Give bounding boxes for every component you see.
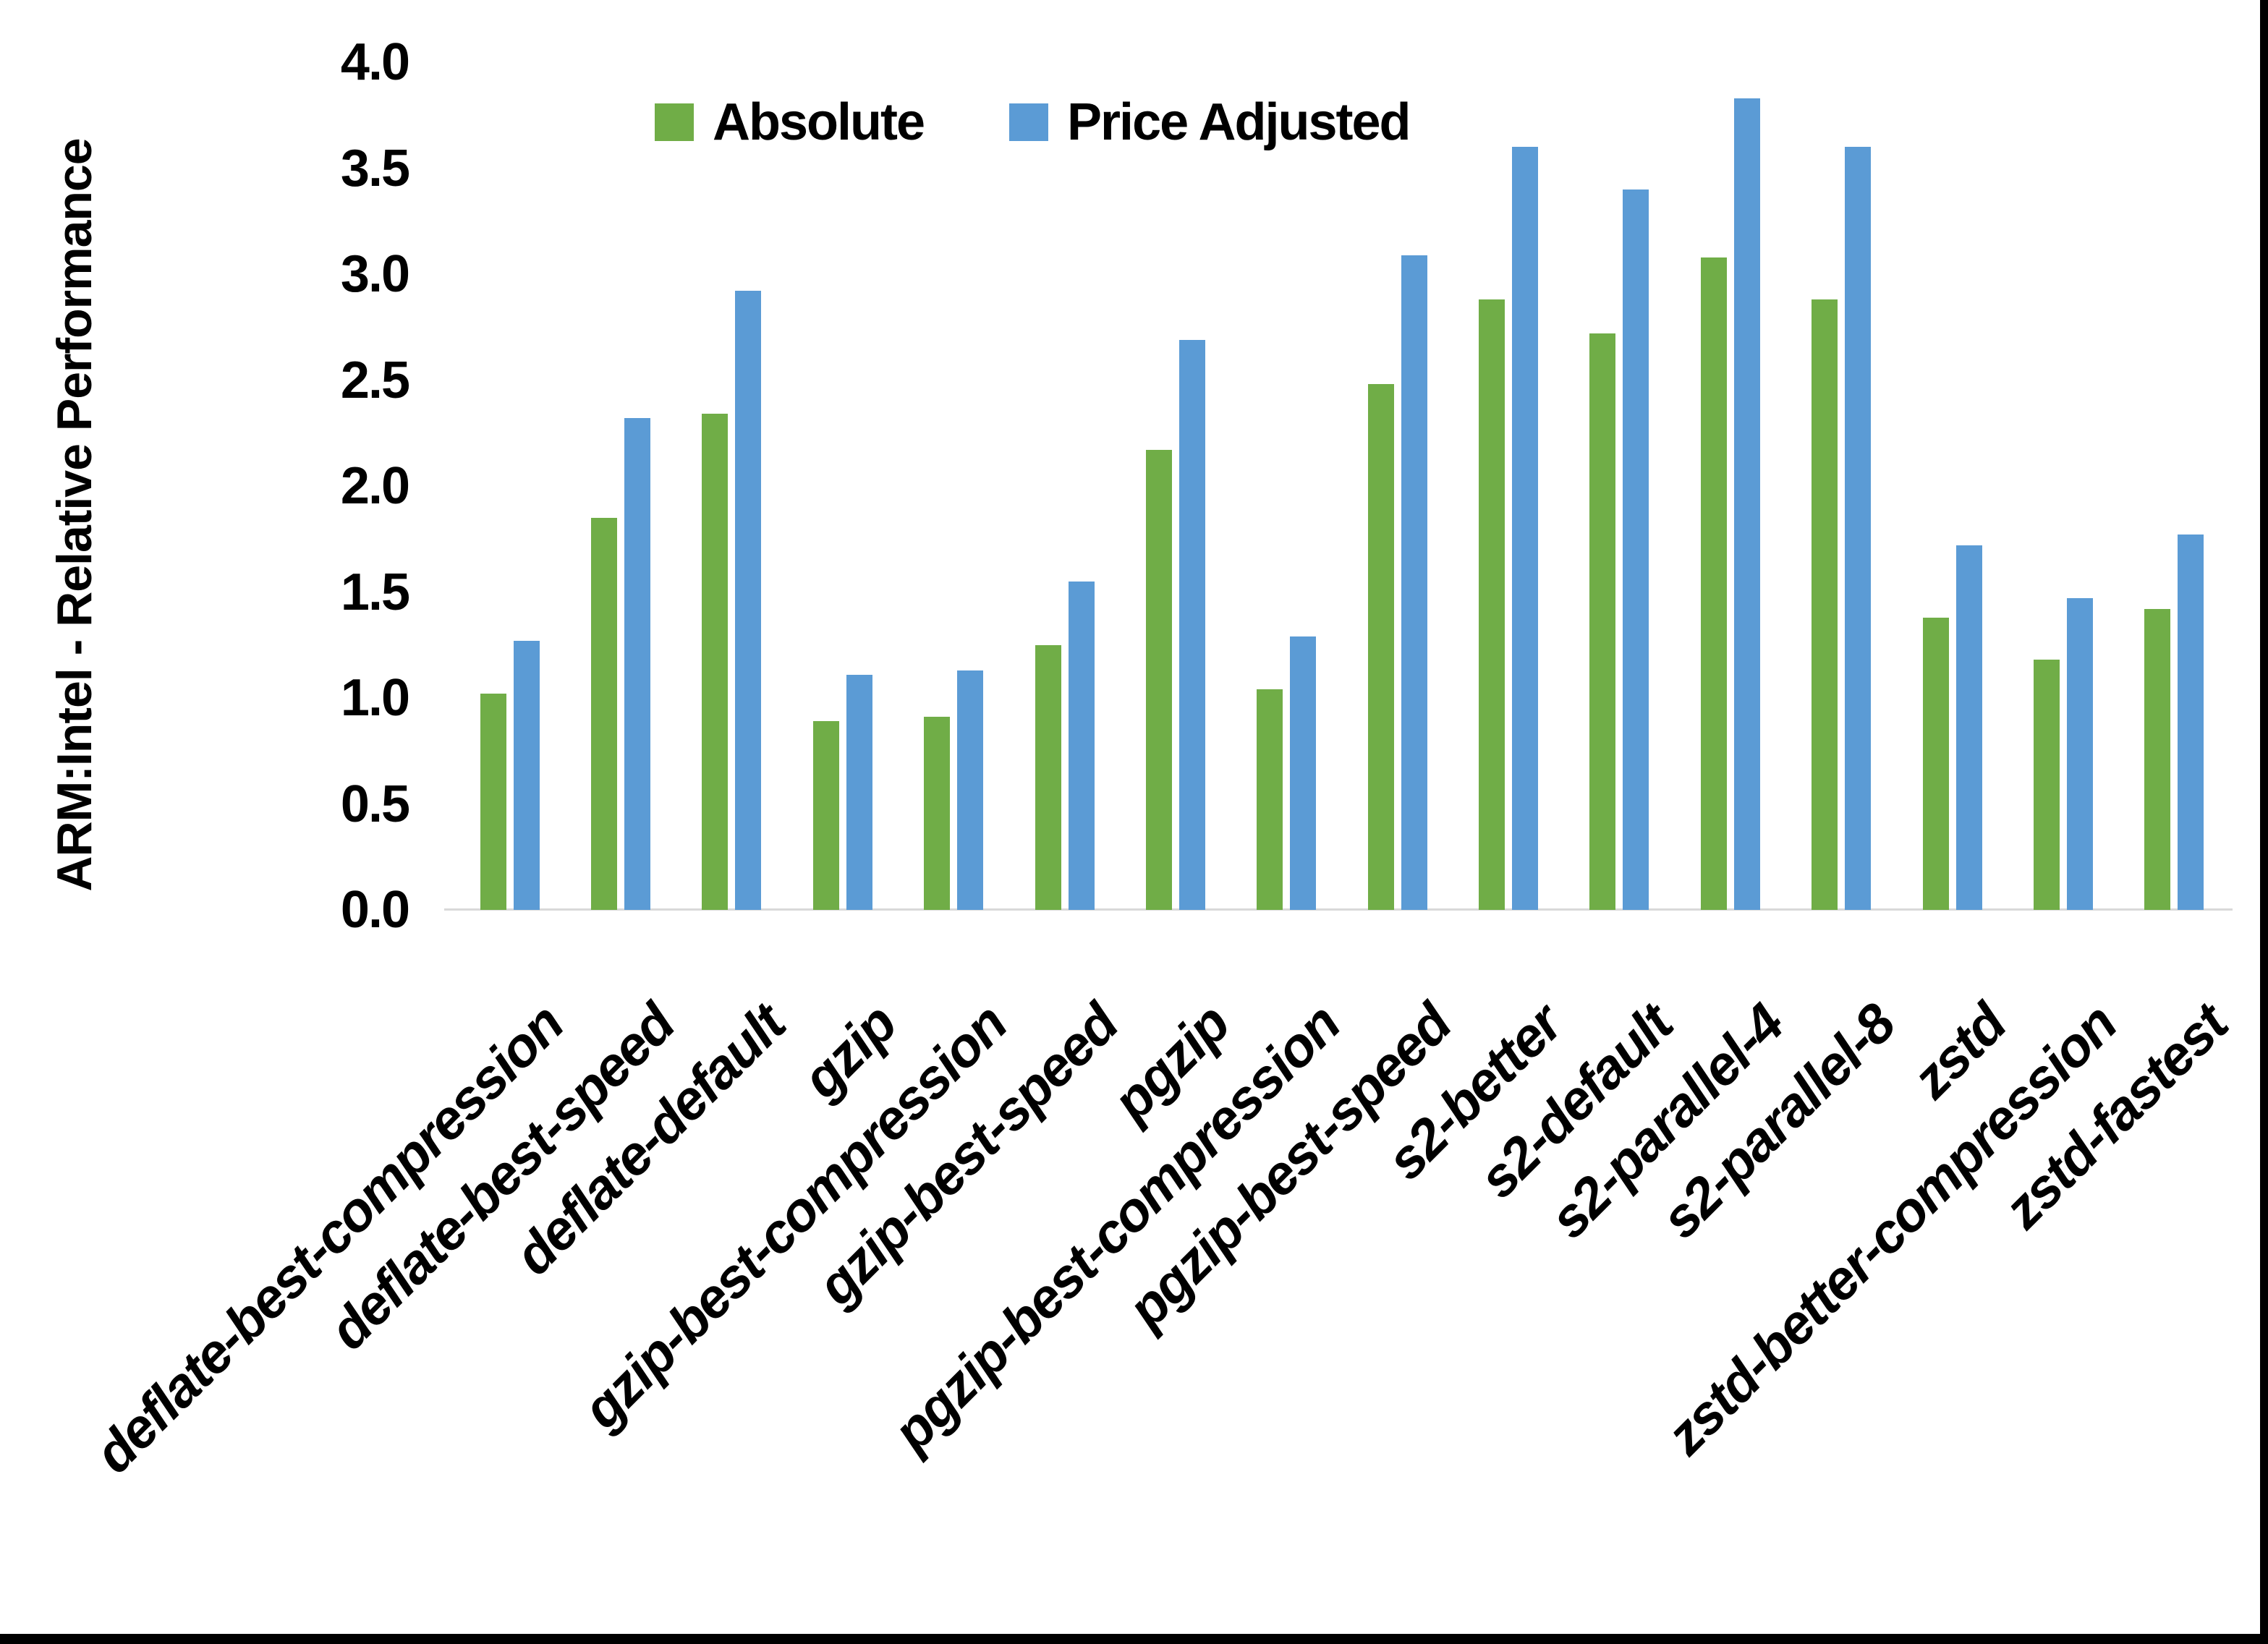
bar-group-zstd-better-compression bbox=[2008, 62, 2118, 910]
bar-price-adjusted-s2-default bbox=[1623, 189, 1649, 910]
bar-price-adjusted-pgzip-best-compression bbox=[1290, 636, 1317, 910]
bar-price-adjusted-gzip bbox=[846, 674, 872, 910]
bar-absolute-deflate-default bbox=[702, 414, 729, 910]
bar-price-adjusted-deflate-best-compression bbox=[513, 640, 540, 910]
x-label-deflate-best-compression: deflate-best-compression bbox=[82, 992, 575, 1486]
bar-group-deflate-default bbox=[676, 62, 787, 910]
bar-absolute-gzip-best-compression bbox=[924, 717, 951, 910]
bar-price-adjusted-deflate-best-speed bbox=[624, 418, 651, 910]
legend: Absolute Price Adjusted bbox=[655, 93, 1411, 152]
y-tick-label-0.0: 0.0 bbox=[340, 881, 410, 939]
bar-price-adjusted-pgzip-best-speed bbox=[1401, 255, 1427, 910]
bar-absolute-zstd-better-compression bbox=[2033, 660, 2060, 910]
bar-absolute-zstd bbox=[1922, 617, 1949, 910]
legend-label-absolute: Absolute bbox=[713, 93, 925, 151]
y-tick-label-2.0: 2.0 bbox=[340, 457, 410, 515]
bar-price-adjusted-s2-parallel-4 bbox=[1733, 98, 1760, 910]
bar-price-adjusted-gzip-best-speed bbox=[1068, 581, 1095, 910]
bar-absolute-pgzip-best-speed bbox=[1367, 384, 1394, 910]
y-tick-label-4.0: 4.0 bbox=[340, 33, 410, 91]
bar-price-adjusted-s2-parallel-8 bbox=[1845, 147, 1872, 910]
bar-absolute-s2-better bbox=[1479, 299, 1505, 910]
bar-absolute-pgzip-best-compression bbox=[1257, 689, 1283, 910]
bar-price-adjusted-deflate-default bbox=[735, 291, 762, 910]
legend-swatch-absolute bbox=[655, 103, 694, 141]
bar-absolute-deflate-best-compression bbox=[480, 694, 506, 910]
bar-absolute-gzip-best-speed bbox=[1035, 644, 1061, 910]
bar-price-adjusted-pgzip bbox=[1178, 339, 1205, 910]
legend-entry-absolute: Absolute bbox=[655, 93, 925, 152]
bar-group-gzip-best-compression bbox=[899, 62, 1009, 910]
y-tick-label-1.0: 1.0 bbox=[340, 669, 410, 727]
bar-price-adjusted-zstd bbox=[1955, 545, 1982, 910]
bar-absolute-s2-parallel-4 bbox=[1700, 257, 1727, 910]
x-axis-line bbox=[444, 908, 2233, 911]
bar-group-pgzip-best-speed bbox=[1342, 62, 1453, 910]
bar-absolute-deflate-best-speed bbox=[591, 517, 618, 910]
bar-group-s2-parallel-8 bbox=[1786, 62, 1897, 910]
bar-group-gzip-best-speed bbox=[1009, 62, 1120, 910]
legend-swatch-price-adjusted bbox=[1009, 103, 1049, 141]
legend-label-price-adjusted: Price Adjusted bbox=[1067, 93, 1411, 151]
bar-price-adjusted-zstd-fastest bbox=[2178, 534, 2204, 910]
bar-group-zstd-fastest bbox=[2119, 62, 2230, 910]
y-tick-label-0.5: 0.5 bbox=[340, 775, 410, 833]
bar-absolute-zstd-fastest bbox=[2144, 608, 2171, 910]
bar-absolute-s2-default bbox=[1589, 333, 1616, 910]
y-axis-title: ARM:Intel - Relative Performance bbox=[47, 138, 102, 892]
bar-absolute-s2-parallel-8 bbox=[1812, 299, 1838, 910]
bar-group-deflate-best-compression bbox=[454, 62, 565, 910]
bar-price-adjusted-s2-better bbox=[1512, 147, 1539, 910]
y-tick-label-3.0: 3.0 bbox=[340, 245, 410, 303]
bar-price-adjusted-zstd-better-compression bbox=[2066, 598, 2093, 910]
bar-group-pgzip-best-compression bbox=[1231, 62, 1342, 910]
bar-price-adjusted-gzip-best-compression bbox=[957, 670, 984, 910]
bar-group-gzip bbox=[787, 62, 898, 910]
window-edge-right bbox=[2260, 0, 2268, 1644]
window-edge-bottom bbox=[0, 1634, 2268, 1644]
bar-absolute-pgzip bbox=[1145, 450, 1172, 910]
bar-group-pgzip bbox=[1120, 62, 1231, 910]
bar-group-s2-default bbox=[1564, 62, 1675, 910]
y-tick-label-3.5: 3.5 bbox=[340, 139, 410, 197]
bar-group-s2-parallel-4 bbox=[1675, 62, 1785, 910]
y-tick-label-1.5: 1.5 bbox=[340, 563, 410, 621]
bar-group-deflate-best-speed bbox=[565, 62, 676, 910]
plot-area bbox=[454, 62, 2230, 910]
bar-group-zstd bbox=[1897, 62, 2008, 910]
legend-entry-price-adjusted: Price Adjusted bbox=[1009, 93, 1411, 152]
bar-absolute-gzip bbox=[812, 721, 839, 910]
bar-group-s2-better bbox=[1453, 62, 1563, 910]
y-tick-label-2.5: 2.5 bbox=[340, 351, 410, 409]
